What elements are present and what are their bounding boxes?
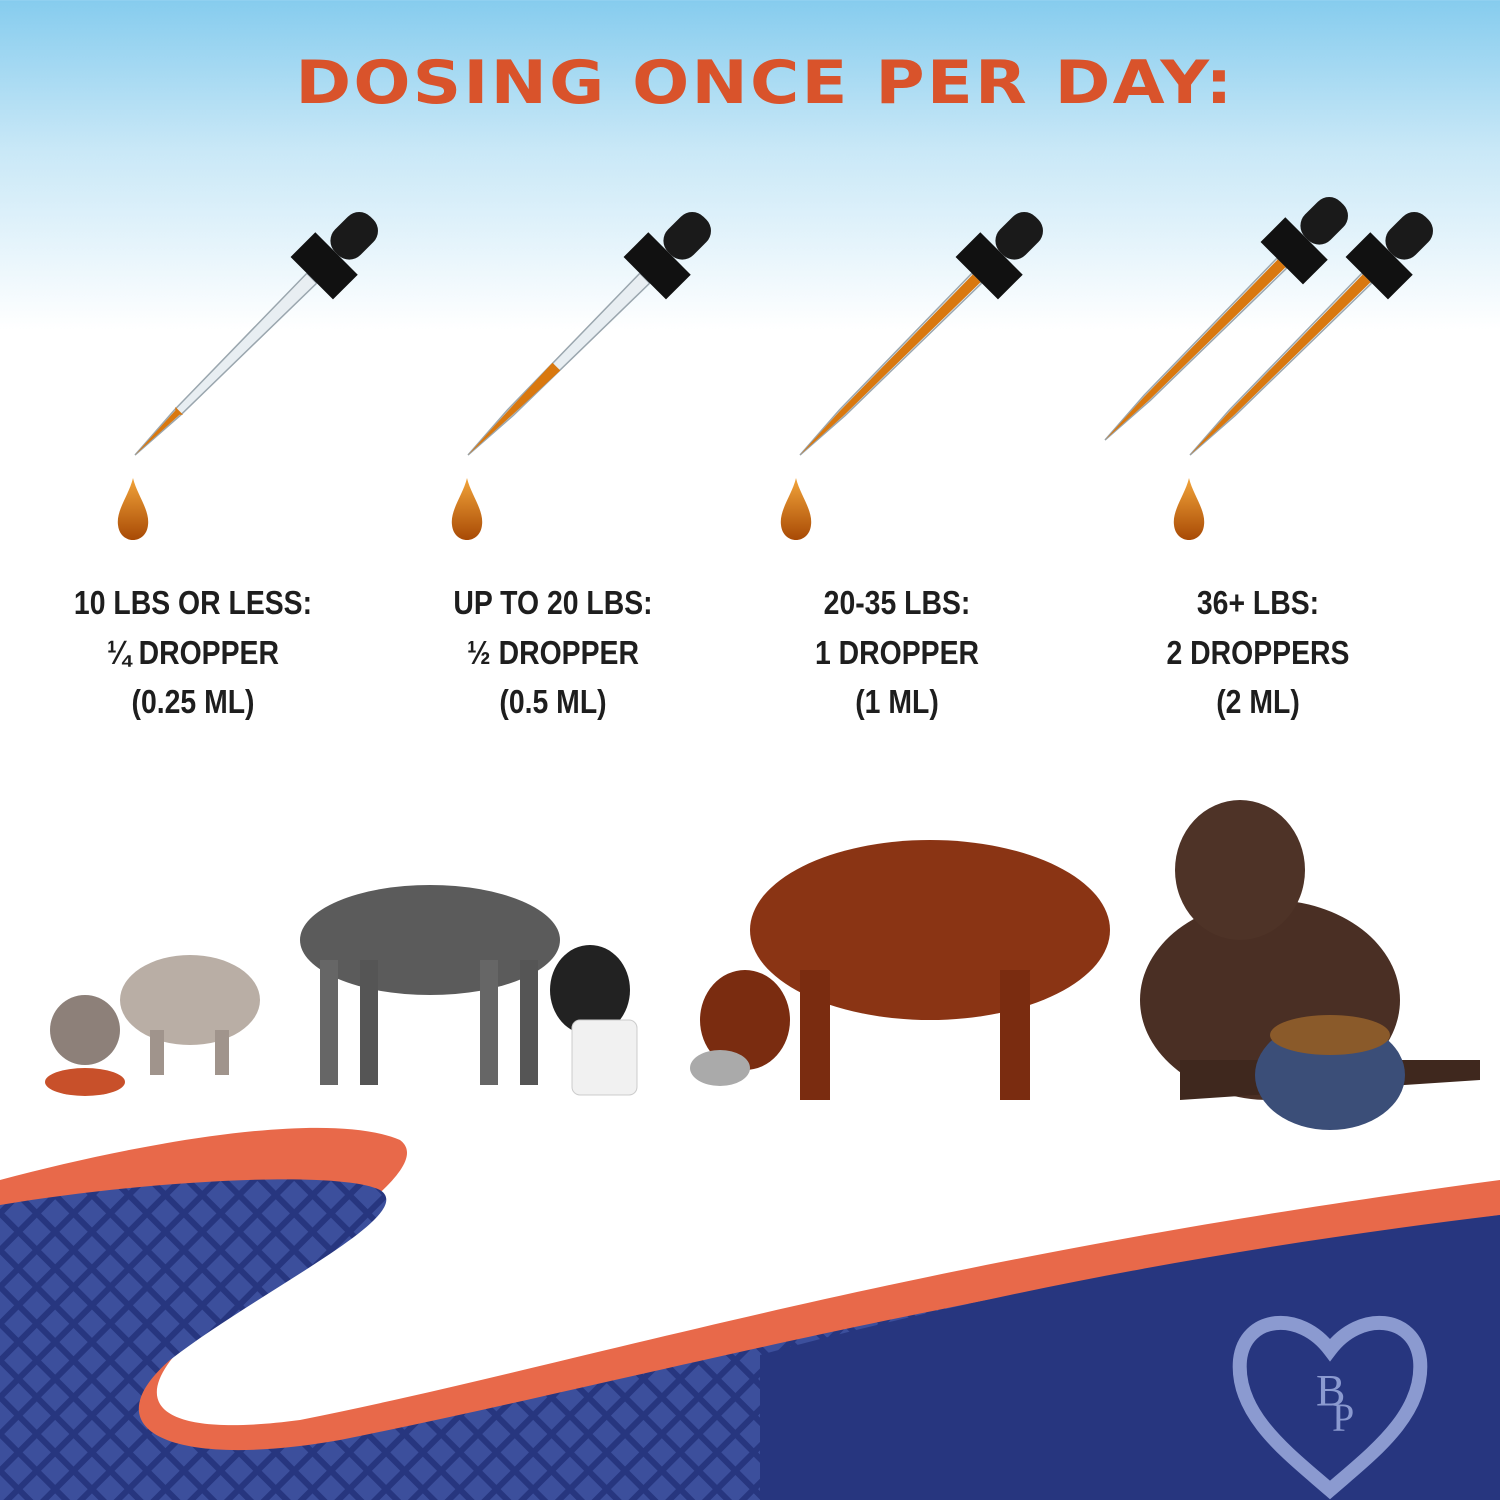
bottom-wave-decoration: [0, 1127, 1500, 1500]
dose-card-20-35lbs: 20-35 LBS: 1 DROPPER (1 ML): [742, 578, 1052, 727]
dose-card-36lbs: 36+ LBS: 2 DROPPERS (2 ML): [1103, 578, 1413, 727]
dropper-icon: [134, 212, 378, 456]
cat-eating-image: [45, 955, 260, 1096]
oil-drop-icon: [451, 478, 483, 540]
oil-drop-icon: [1173, 478, 1205, 540]
dropper-group-4: [1104, 197, 1433, 540]
dropper-icon: [799, 212, 1043, 456]
dose-volume: (1 ML): [855, 683, 939, 720]
svg-text:P: P: [1332, 1395, 1354, 1440]
dropper-group-1: [117, 212, 378, 540]
dose-weight: 20-35 LBS:: [823, 584, 971, 621]
dose-weight: 10 LBS OR LESS:: [73, 584, 313, 621]
dose-amount: 1 DROPPER: [814, 633, 980, 671]
labrador-lying-image: [1140, 800, 1480, 1130]
dose-volume: (2 ML): [1216, 683, 1300, 720]
dose-weight: 36+ LBS:: [1196, 584, 1320, 621]
dose-card-10lbs: 10 LBS OR LESS: ¼ DROPPER (0.25 ML): [38, 578, 348, 727]
dose-amount: ¼ DROPPER: [107, 633, 279, 671]
dose-amount: ½ DROPPER: [467, 633, 639, 671]
dose-amount: 2 DROPPERS: [1166, 633, 1350, 671]
dose-volume: (0.5 ML): [499, 683, 607, 720]
puppy-drinking-image: [300, 885, 638, 1096]
oil-drop-icon: [117, 478, 149, 540]
dropper-icon: [467, 212, 711, 456]
svg-text:B: B: [1316, 1366, 1345, 1415]
brand-logo: B P: [1232, 1315, 1428, 1500]
dropper-icon: [1189, 212, 1433, 456]
oil-drop-icon: [780, 478, 812, 540]
dose-weight: UP TO 20 LBS:: [453, 584, 653, 621]
dropper-icon: [1104, 197, 1348, 441]
dropper-group-2: [451, 212, 711, 540]
page-title: DOSING ONCE PER DAY:: [295, 48, 1235, 118]
dose-card-20lbs: UP TO 20 LBS: ½ DROPPER (0.5 ML): [398, 578, 708, 727]
setter-dog-eating-image: [690, 840, 1110, 1100]
dropper-group-3: [780, 212, 1043, 540]
dose-volume: (0.25 ML): [131, 683, 255, 720]
